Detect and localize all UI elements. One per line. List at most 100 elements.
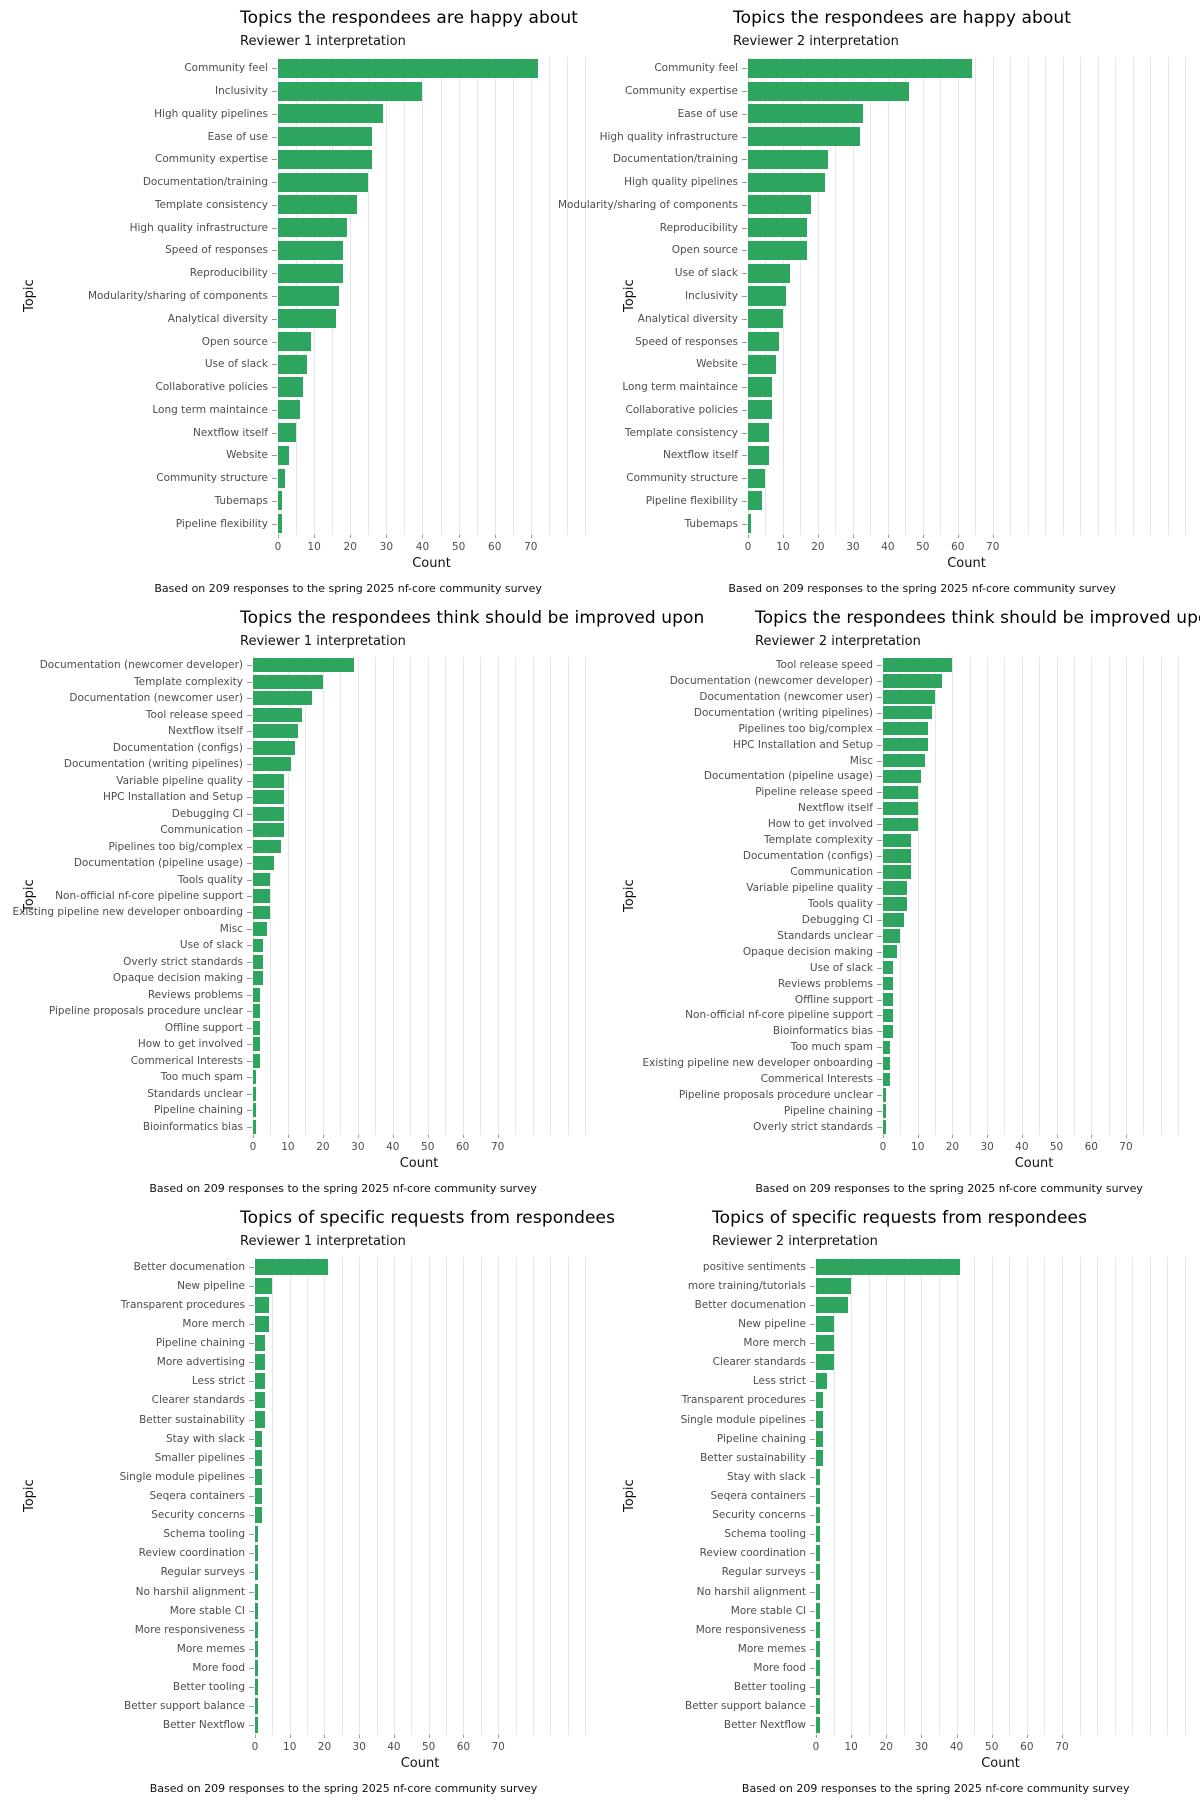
y-tick-mark	[249, 1706, 254, 1708]
bar-row: High quality pipelines	[154, 103, 585, 126]
y-tick-mark	[810, 1323, 815, 1325]
bar	[883, 1040, 890, 1055]
x-tick-label: 10	[844, 1741, 858, 1753]
bar-row: Pipeline chaining	[154, 1102, 585, 1118]
gridline	[940, 57, 942, 535]
topic-label: Transparent procedures	[120, 1298, 245, 1311]
gridline	[1167, 57, 1169, 535]
y-tick-mark	[247, 961, 252, 963]
bar	[748, 491, 762, 511]
bar	[883, 1104, 887, 1118]
bar-row: Modularity/sharing of components	[88, 285, 585, 308]
gridline	[548, 57, 550, 535]
bar	[748, 377, 773, 397]
bar-row: Better Nextflow	[724, 1716, 1185, 1735]
topic-label: Speed of responses	[165, 244, 268, 257]
x-tick-mark	[278, 535, 279, 538]
topic-label: Overly strict standards	[753, 1121, 873, 1134]
y-tick-mark	[810, 1591, 815, 1593]
y-tick-mark	[877, 1095, 882, 1097]
topic-label: Pipeline proposals procedure unclear	[48, 1005, 243, 1018]
x-tick-label: 60	[488, 541, 502, 553]
bar-row: Template consistency	[155, 194, 585, 217]
topic-label: Inclusivity	[685, 289, 738, 302]
y-tick-mark	[249, 1362, 254, 1364]
bar	[748, 286, 787, 306]
bar	[816, 1392, 824, 1409]
bar	[278, 218, 347, 238]
y-tick-mark	[272, 204, 277, 206]
bar	[883, 721, 929, 736]
x-tick-label: 0	[744, 541, 752, 553]
gridline	[340, 657, 342, 1135]
y-tick-mark	[877, 1047, 882, 1049]
bar-row: Misc	[220, 921, 585, 937]
x-tick-mark	[987, 1135, 989, 1138]
bar-row: Nextflow itself	[193, 421, 585, 444]
bar	[253, 790, 285, 805]
y-tick-mark	[810, 1534, 815, 1536]
topic-label: more training/tutorials	[687, 1279, 806, 1292]
gridline	[411, 1257, 413, 1735]
x-tick-label: 20	[316, 1141, 330, 1153]
x-tick-mark	[851, 1735, 853, 1738]
bar	[816, 1526, 820, 1543]
topic-label: More memes	[176, 1642, 245, 1655]
y-tick-mark	[249, 1534, 254, 1536]
bar	[255, 1468, 262, 1485]
bar	[253, 724, 299, 739]
bar-row: Website	[696, 353, 1185, 376]
gridline	[817, 57, 819, 535]
topic-label: Analytical diversity	[637, 312, 738, 325]
chart-title: Topics the respondees think should be im…	[755, 608, 1200, 628]
bar	[748, 400, 773, 420]
bar-row: Better sustainability	[700, 1448, 1185, 1467]
bar-row: How to get involved	[768, 816, 1185, 832]
bar-rows: Documentation (newcomer developer) Templa…	[12, 657, 585, 1135]
bar	[883, 1072, 890, 1086]
x-tick-label: 30	[352, 1741, 366, 1753]
gridline	[1185, 57, 1186, 535]
bar-row: Smaller pipelines	[155, 1448, 585, 1467]
bar-row: Debugging CI	[802, 912, 1185, 928]
topic-label: Long term maintaince	[622, 381, 738, 394]
topic-label: Schema tooling	[163, 1528, 245, 1541]
bar	[278, 331, 311, 352]
x-axis-ticks: 0 10 20 30 40 50 60 70	[813, 1735, 1185, 1761]
gridline	[368, 57, 370, 535]
bar-row: Pipelines too big/complex	[109, 838, 585, 854]
gridline	[1167, 1257, 1169, 1735]
bar	[278, 172, 369, 192]
bar-row: More responsiveness	[696, 1620, 1185, 1639]
topic-label: Nextflow itself	[192, 426, 268, 439]
gridline	[427, 657, 429, 1135]
topic-label: Pipeline flexibility	[175, 517, 268, 530]
y-tick-mark	[247, 747, 252, 749]
plot-area: Better documenation New pipeline Transpare…	[120, 1257, 586, 1753]
x-tick-mark	[883, 1135, 884, 1138]
bar-row: Use of slack	[675, 262, 1185, 285]
topic-label: New pipeline	[738, 1317, 806, 1330]
y-tick-mark	[742, 273, 747, 275]
bar-row: Documentation (writing pipelines)	[64, 756, 585, 772]
bar	[255, 1373, 266, 1390]
bar-row: Collaborative policies	[156, 376, 585, 399]
topic-label: Reproducibility	[659, 221, 738, 234]
y-tick-mark	[272, 478, 277, 480]
topic-label: Documentation (writing pipelines)	[693, 706, 873, 719]
x-tick-mark	[393, 1735, 395, 1738]
topic-label: Misc	[849, 754, 873, 767]
x-tick-label: 60	[455, 1141, 470, 1153]
topic-label: Use of slack	[674, 267, 738, 280]
x-tick-mark	[530, 535, 532, 538]
y-tick-mark	[742, 341, 747, 343]
topic-label: Misc	[219, 922, 243, 935]
gridline	[497, 657, 499, 1135]
topic-label: High quality infrastructure	[599, 130, 738, 143]
x-tick-label: 0	[879, 1141, 887, 1153]
gridline	[289, 1257, 291, 1735]
y-tick-mark	[272, 318, 277, 320]
topic-label: Bioinformatics bias	[772, 1025, 873, 1038]
bar-row: Security concerns	[151, 1506, 585, 1525]
